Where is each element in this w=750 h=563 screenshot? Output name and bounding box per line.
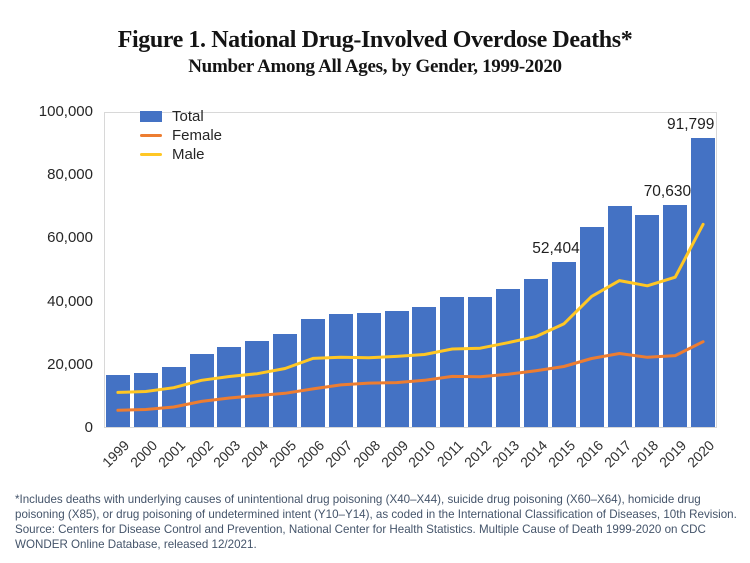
bar-2002: [189, 353, 214, 428]
bar-2017: [607, 206, 632, 428]
annotation-2015: 52,404: [532, 240, 580, 258]
x-axis-label: 2018: [628, 437, 662, 471]
bar-2014: [523, 279, 548, 428]
y-axis-label: 0: [84, 419, 93, 436]
bar-2016: [579, 226, 604, 428]
bar-2018: [635, 215, 660, 428]
bar-2004: [245, 341, 270, 428]
y-axis: 0 20,000 40,000 60,000 80,000 100,000: [0, 0, 94, 563]
annotation-2019: 70,630: [643, 182, 692, 200]
x-axis-label: 2005: [266, 437, 300, 471]
bar-2012: [468, 296, 493, 428]
x-axis-label: 2010: [405, 437, 439, 471]
legend-item-female: Female: [140, 126, 222, 145]
bar-2020: [691, 137, 716, 428]
legend-swatch-total: [140, 111, 162, 122]
y-axis-label: 20,000: [47, 355, 93, 373]
x-axis-label: 2017: [600, 437, 634, 471]
bar-2003: [217, 346, 242, 428]
bar-2006: [301, 319, 325, 428]
annotation-2020: 91,799: [667, 115, 715, 133]
chart-subtitle: Number Among All Ages, by Gender, 1999-2…: [188, 56, 562, 77]
legend-label-total: Total: [172, 108, 204, 125]
plot-area: Total Female Male 52,404 70,630 91,799: [104, 108, 717, 428]
bar-2009: [384, 311, 409, 428]
x-axis-label: 2007: [321, 437, 356, 471]
y-axis-label: 100,000: [38, 103, 93, 120]
bar-2010: [412, 306, 437, 428]
bar-2013: [496, 289, 520, 428]
bar-2015: [551, 262, 576, 428]
bar-2000: [133, 373, 158, 428]
x-axis-label: 2003: [210, 437, 244, 471]
bar-1999: [105, 374, 130, 428]
x-axis-label: 2001: [154, 437, 189, 471]
bar-2019: [663, 204, 688, 428]
legend-label-male: Male: [172, 146, 205, 163]
x-axis-label: 2004: [238, 437, 272, 471]
legend: Total Female Male: [140, 107, 222, 164]
legend-item-male: Male: [140, 145, 222, 164]
legend-swatch-male: [140, 153, 162, 156]
x-axis-label: 2009: [377, 437, 411, 471]
footnote-asterisk-note: *Includes deaths with underlying causes …: [15, 493, 737, 521]
bar-2001: [161, 366, 186, 428]
legend-swatch-female: [140, 134, 162, 137]
footnote: *Includes deaths with underlying causes …: [15, 492, 739, 552]
legend-label-female: Female: [172, 127, 223, 144]
bar-2007: [328, 314, 353, 428]
x-axis-label: 2012: [461, 437, 495, 471]
x-axis: 1999 2000 2001 2002 2003 2004 2005 2006 2007 2008…: [99, 431, 718, 493]
x-axis-label: 2006: [293, 437, 328, 471]
chart-title: Figure 1. National Drug-Involved Overdos…: [117, 27, 633, 53]
x-axis-label: 2011: [434, 437, 467, 470]
x-axis-label: 1999: [98, 437, 133, 471]
footnote-source-note: Source: Centers for Disease Control and …: [15, 523, 706, 551]
legend-item-total: Total: [140, 107, 222, 126]
x-axis-label: 2000: [126, 437, 161, 471]
title-block: Figure 1. National Drug-Involved Overdos…: [0, 26, 750, 80]
x-axis-label: 2013: [488, 437, 523, 471]
x-axis-label: 2002: [182, 437, 216, 471]
x-axis-label: 2019: [656, 437, 690, 471]
y-axis-label: 60,000: [47, 229, 93, 247]
bar-2011: [440, 297, 465, 428]
bar-2008: [356, 312, 381, 428]
y-axis-label: 80,000: [47, 166, 93, 184]
x-axis-label: 2020: [684, 437, 718, 471]
x-axis-label: 2008: [349, 437, 384, 471]
bar-2005: [273, 333, 298, 428]
x-axis-label: 2014: [516, 437, 551, 471]
y-axis-label: 40,000: [47, 292, 93, 310]
x-axis-label: 2016: [572, 437, 606, 471]
x-axis-label: 2015: [544, 437, 579, 471]
